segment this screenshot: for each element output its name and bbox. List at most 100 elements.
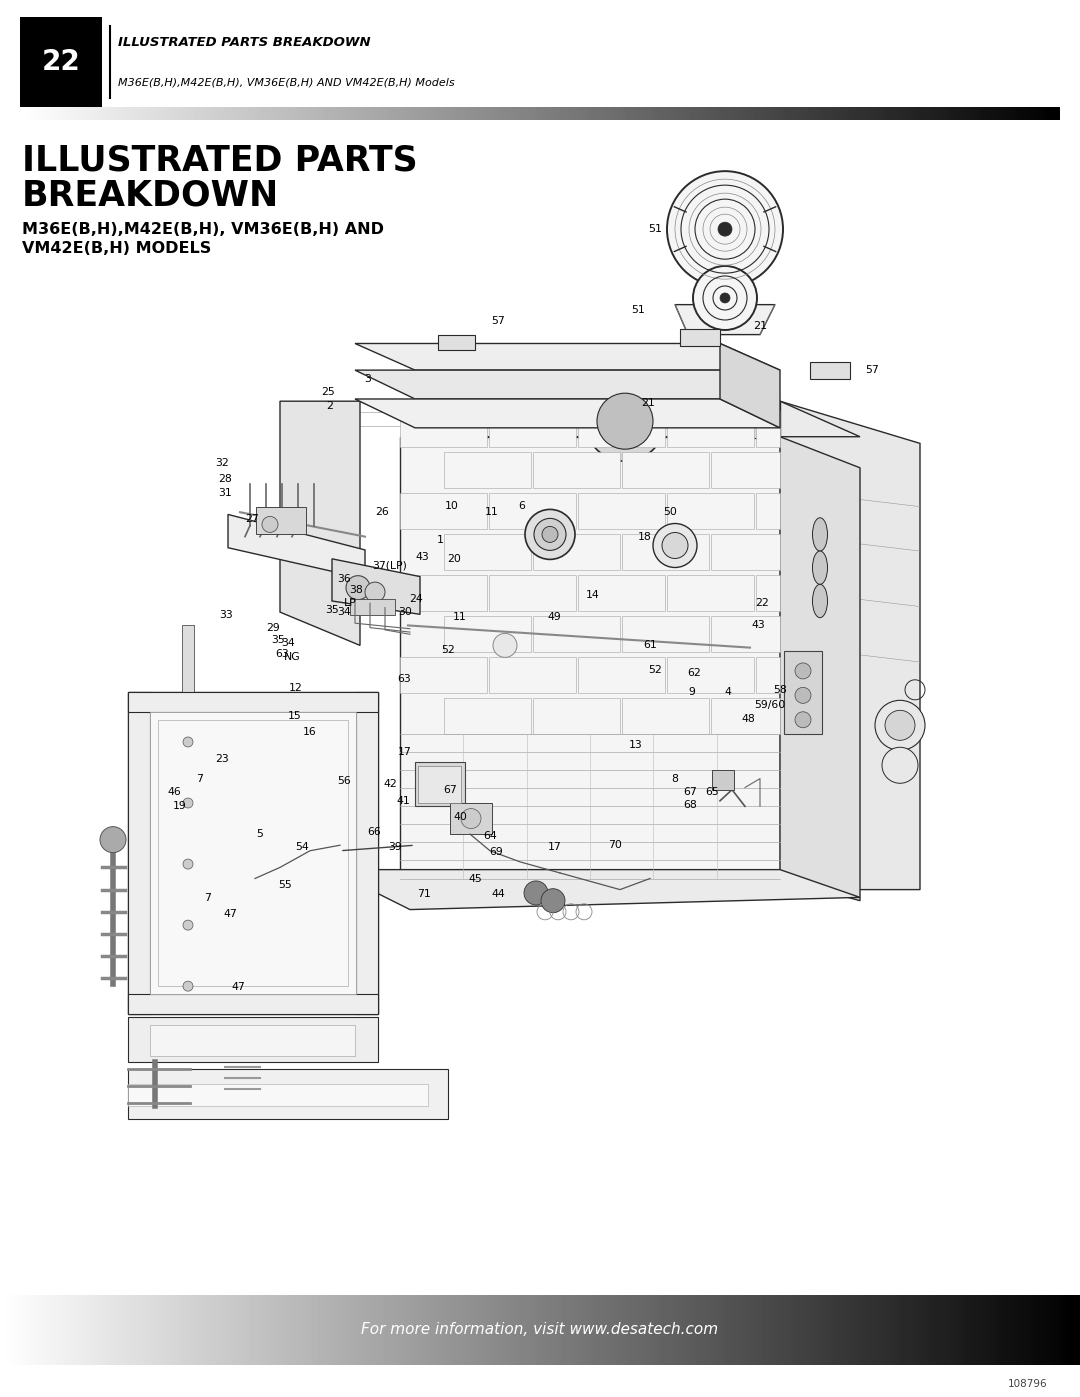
Text: ILLUSTRATED PARTS: ILLUSTRATED PARTS [22, 144, 418, 177]
Bar [667, 574, 754, 610]
Polygon shape [675, 305, 775, 335]
Bar [532, 698, 620, 735]
Bar [756, 493, 780, 529]
Bar [711, 534, 780, 570]
Bar [578, 574, 665, 610]
Text: 30: 30 [399, 608, 411, 617]
Circle shape [183, 798, 193, 807]
Text: 62: 62 [687, 668, 701, 678]
Bar [150, 712, 356, 993]
Polygon shape [438, 335, 475, 351]
Bar [532, 534, 620, 570]
Text: 9: 9 [689, 687, 696, 697]
Text: 21: 21 [642, 398, 654, 408]
Text: M36E(B,H),M42E(B,H), VM36E(B,H) AND VM42E(B,H) Models: M36E(B,H),M42E(B,H), VM36E(B,H) AND VM42… [118, 77, 455, 87]
Text: 22: 22 [42, 47, 80, 77]
Text: 20: 20 [447, 553, 461, 564]
Bar [150, 1025, 355, 1056]
Bar [400, 574, 487, 610]
Bar [532, 616, 620, 652]
Polygon shape [280, 401, 360, 645]
Text: 42: 42 [383, 780, 396, 789]
Circle shape [885, 710, 915, 740]
Text: 13: 13 [630, 740, 643, 750]
Circle shape [524, 882, 548, 905]
Bar [400, 493, 487, 529]
Text: 8: 8 [672, 774, 678, 784]
Text: 34: 34 [337, 608, 351, 617]
Text: 67: 67 [684, 787, 697, 796]
Text: 50: 50 [663, 507, 677, 517]
Polygon shape [680, 330, 720, 345]
Bar [158, 719, 348, 986]
Text: 7: 7 [197, 774, 203, 784]
Text: 45: 45 [468, 873, 482, 883]
Text: 58: 58 [773, 685, 787, 694]
Circle shape [183, 981, 193, 990]
Polygon shape [355, 344, 780, 370]
Bar [400, 657, 487, 693]
Circle shape [541, 888, 565, 912]
Circle shape [534, 518, 566, 550]
Text: 16: 16 [303, 726, 316, 738]
Text: 64: 64 [483, 831, 497, 841]
Circle shape [795, 664, 811, 679]
Bar [183, 626, 194, 1014]
Bar [450, 803, 492, 834]
Text: 51: 51 [648, 224, 662, 235]
Circle shape [542, 527, 558, 542]
Text: 55: 55 [279, 880, 292, 890]
Text: 29: 29 [266, 623, 280, 633]
Text: 69: 69 [489, 847, 503, 856]
Bar [756, 657, 780, 693]
Polygon shape [780, 401, 920, 890]
Bar [489, 657, 576, 693]
Text: 67: 67 [443, 785, 457, 795]
Text: 11: 11 [485, 507, 499, 517]
Circle shape [742, 404, 778, 439]
Text: 63: 63 [275, 650, 288, 659]
Text: 11: 11 [454, 612, 467, 622]
Text: 26: 26 [375, 507, 389, 517]
Text: 19: 19 [173, 802, 187, 812]
Bar [712, 770, 734, 789]
Text: 66: 66 [367, 827, 381, 837]
Circle shape [718, 222, 732, 236]
Circle shape [492, 633, 517, 658]
Text: 34: 34 [281, 638, 295, 648]
Circle shape [662, 532, 688, 559]
Text: 59/60: 59/60 [754, 700, 785, 710]
Text: 52: 52 [441, 645, 455, 655]
Text: 5: 5 [257, 828, 264, 840]
Text: 46: 46 [167, 787, 180, 796]
Bar [578, 493, 665, 529]
Text: 39: 39 [388, 842, 402, 852]
Polygon shape [355, 370, 780, 400]
Circle shape [667, 172, 783, 288]
Bar [129, 1084, 428, 1106]
Circle shape [183, 738, 193, 747]
Text: 49: 49 [548, 612, 561, 622]
Text: 57: 57 [491, 316, 504, 327]
Polygon shape [810, 362, 850, 379]
Text: M36E(B,H),M42E(B,H), VM36E(B,H) AND: M36E(B,H),M42E(B,H), VM36E(B,H) AND [22, 222, 384, 237]
Text: 63: 63 [397, 673, 410, 683]
Ellipse shape [812, 584, 827, 617]
Text: 17: 17 [549, 842, 562, 852]
Bar [489, 411, 576, 447]
Bar [711, 616, 780, 652]
Polygon shape [330, 869, 860, 909]
Text: 71: 71 [417, 888, 431, 900]
Ellipse shape [812, 518, 827, 550]
Bar [621, 534, 708, 570]
Text: 38: 38 [349, 585, 363, 595]
Bar [129, 692, 150, 1014]
Bar [129, 1017, 378, 1062]
Bar [532, 451, 620, 488]
Bar [621, 616, 708, 652]
Text: NG: NG [284, 651, 300, 662]
Circle shape [653, 524, 697, 567]
Circle shape [365, 583, 384, 602]
Text: 40: 40 [454, 813, 467, 823]
Text: 48: 48 [741, 714, 755, 724]
